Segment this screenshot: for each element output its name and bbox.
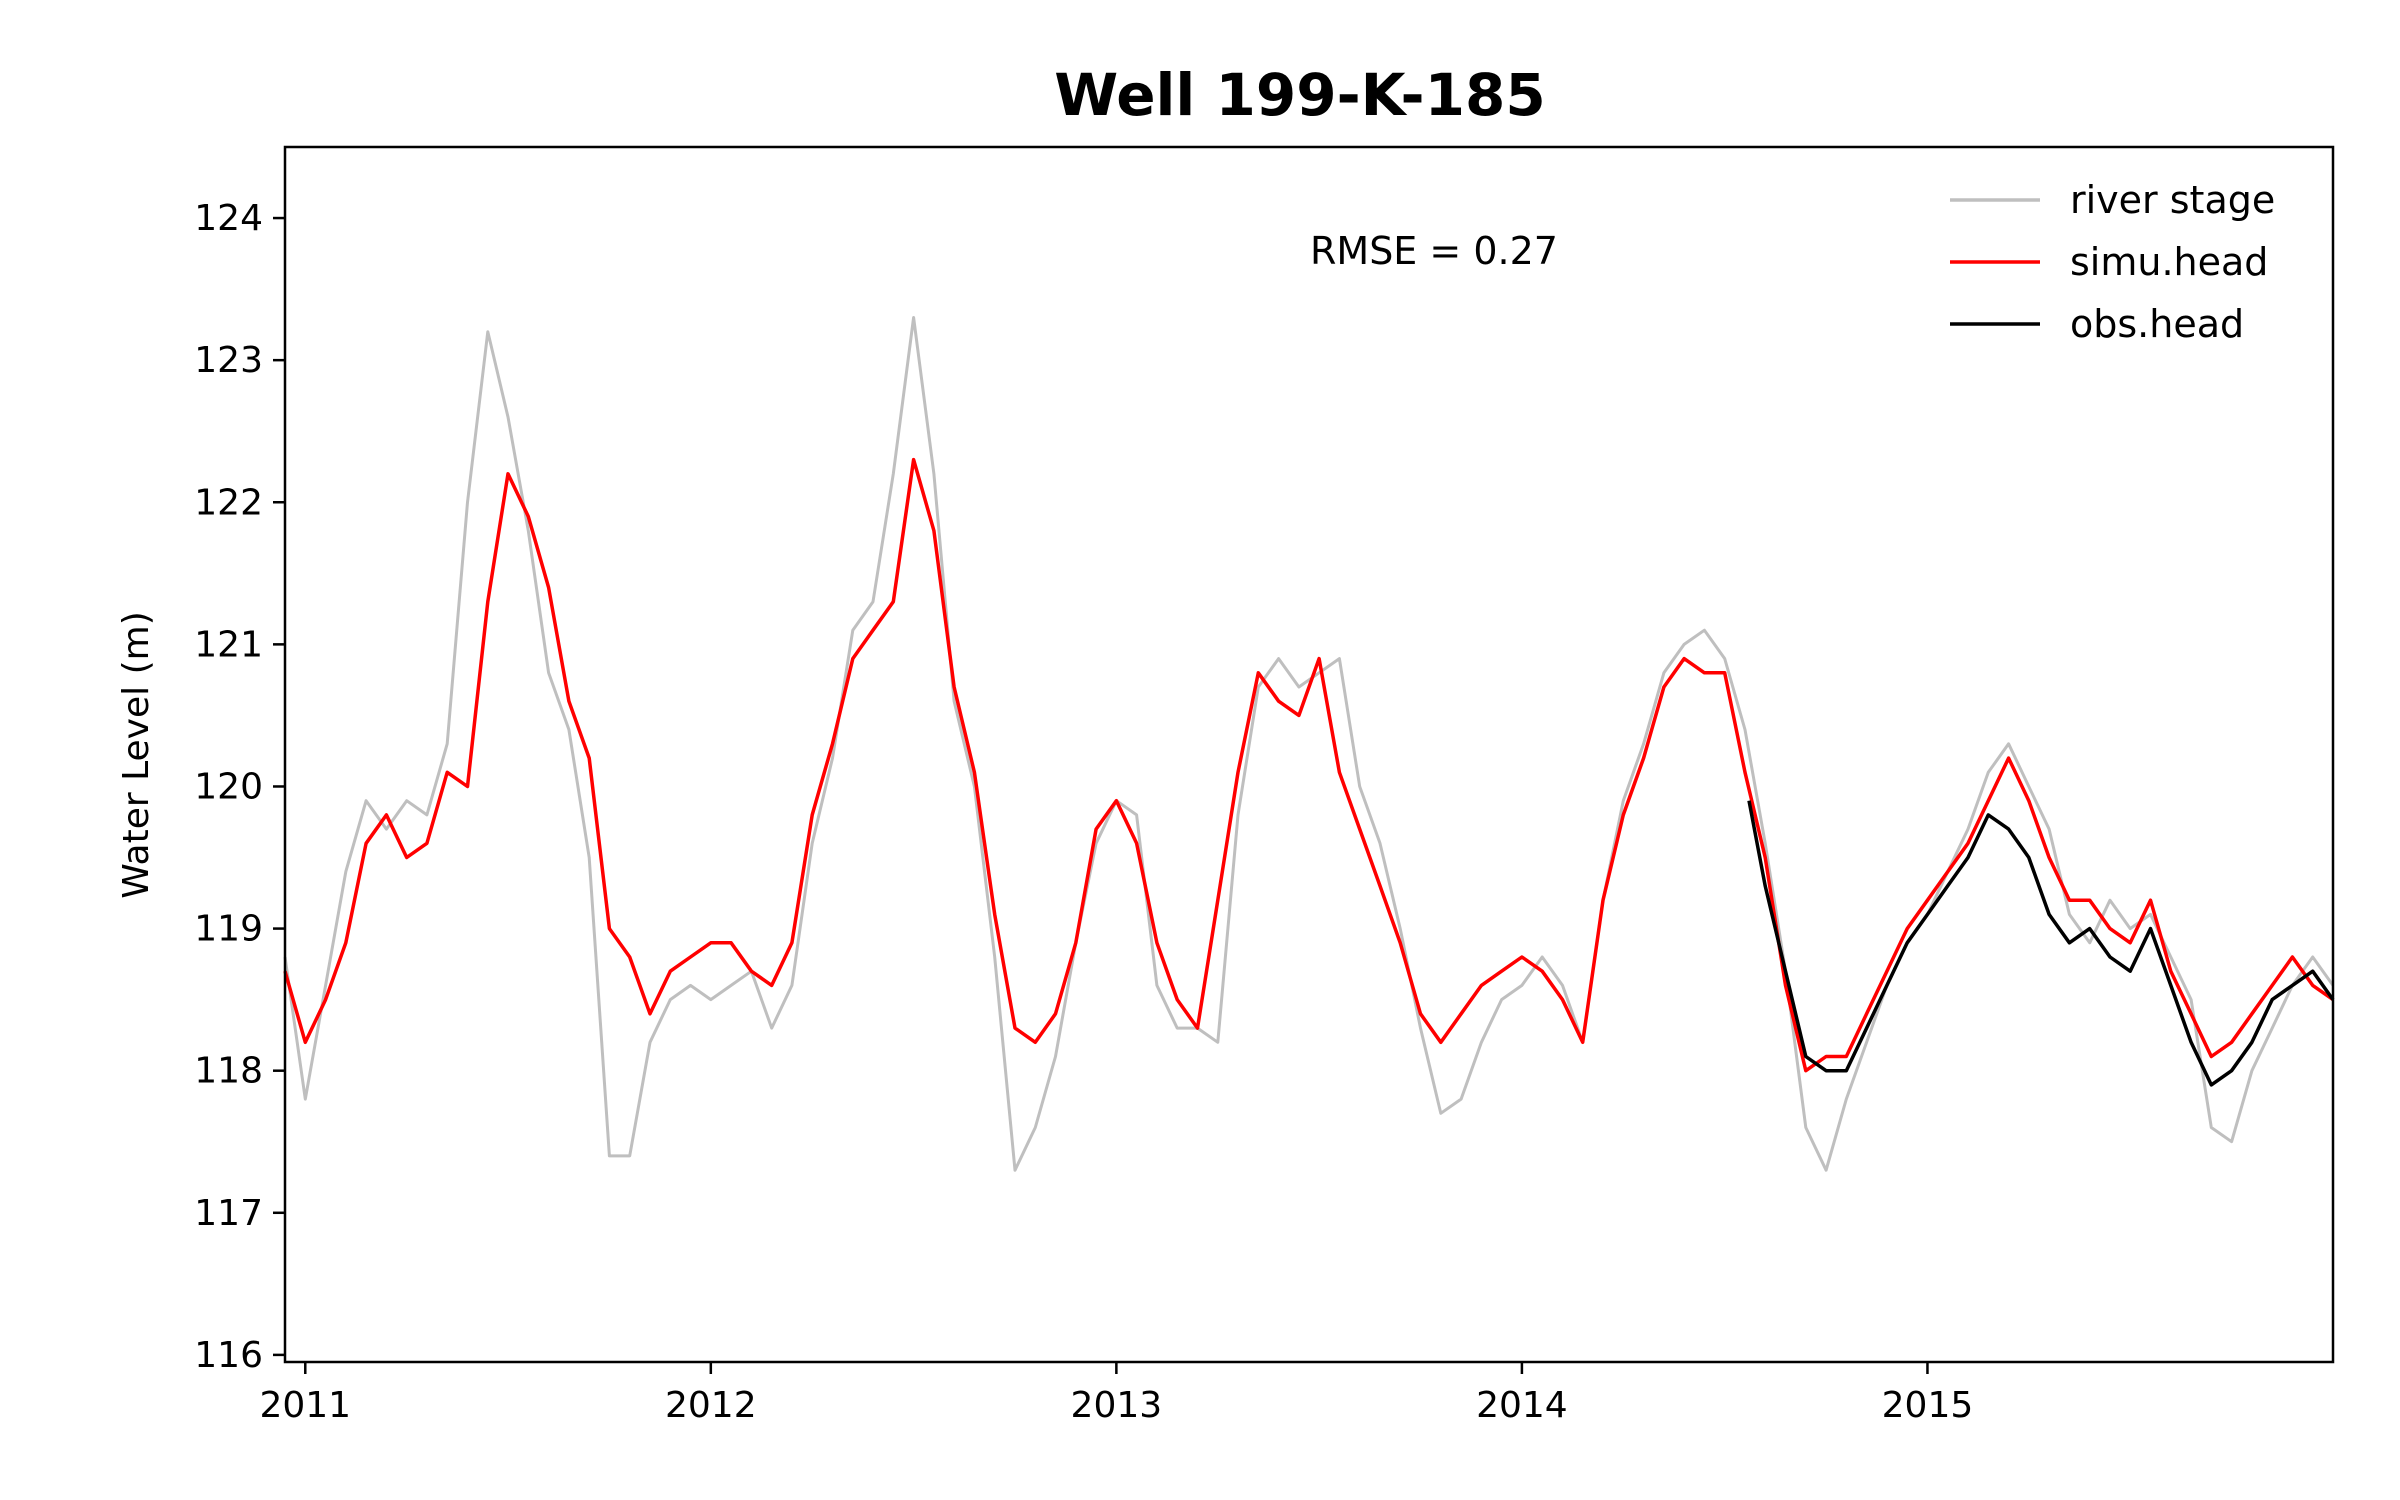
y-tick-label: 122 [194, 482, 263, 523]
x-tick-label: 2011 [259, 1385, 351, 1426]
legend-label: river stage [2070, 178, 2275, 222]
y-tick-label: 117 [194, 1193, 263, 1234]
x-axis: 2011 2012 2013 2014 2015 [259, 1362, 1973, 1426]
y-tick-label: 124 [194, 198, 263, 239]
y-tick-label: 116 [194, 1335, 263, 1376]
series-layer [283, 316, 2335, 1172]
series-line-river-stage [283, 316, 2335, 1172]
rmse-annotation: RMSE = 0.27 [1310, 229, 1558, 273]
chart-title: Well 199-K-185 [1054, 61, 1545, 129]
y-tick-label: 118 [194, 1051, 263, 1092]
x-tick-label: 2013 [1071, 1385, 1163, 1426]
y-tick-label: 121 [194, 624, 263, 665]
legend-label: simu.head [2070, 240, 2268, 284]
series-line-obs-head [1747, 800, 2335, 1087]
x-tick-label: 2014 [1476, 1385, 1568, 1426]
x-tick-label: 2012 [665, 1385, 757, 1426]
y-axis-label: Water Level (m) [116, 611, 157, 899]
series-line-simu-head [283, 457, 2335, 1073]
y-tick-label: 119 [194, 909, 263, 950]
y-tick-label: 120 [194, 766, 263, 807]
y-axis: 116 117 118 119 120 121 122 123 124 [194, 198, 285, 1376]
legend: river stage simu.head obs.head [1950, 178, 2275, 346]
y-tick-label: 123 [194, 340, 263, 381]
plot-frame [283, 145, 2335, 1364]
x-tick-label: 2015 [1882, 1385, 1974, 1426]
legend-label: obs.head [2070, 302, 2244, 346]
